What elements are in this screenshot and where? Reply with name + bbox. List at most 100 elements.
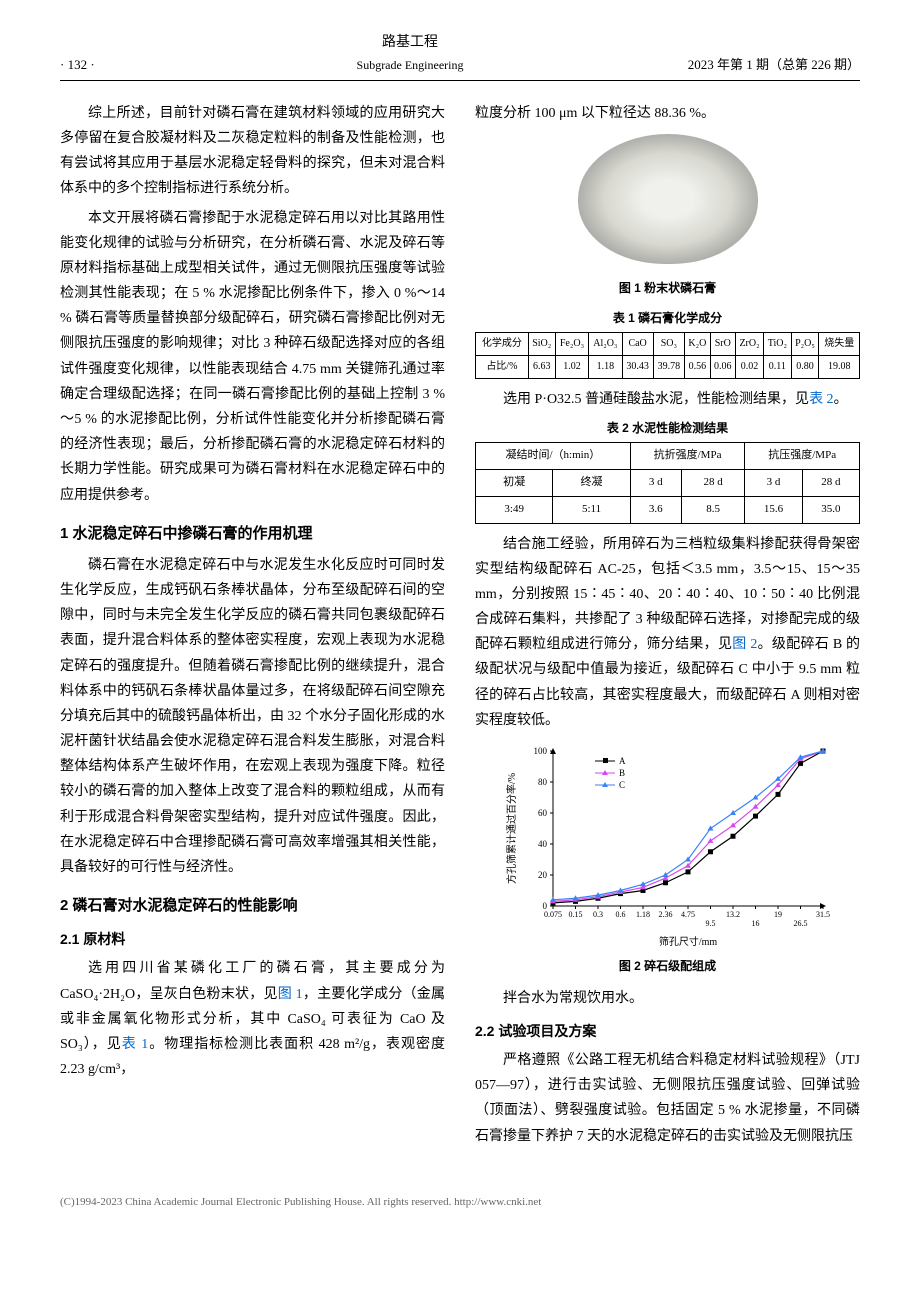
text-fragment: 。 [834,392,848,407]
table-cell: 0.06 [710,356,735,379]
section-2-title: 2 磷石膏对水泥稳定碎石的性能影响 [60,892,445,919]
svg-text:20: 20 [538,870,548,880]
svg-text:C: C [619,780,625,790]
table-cell: 3:49 [476,496,553,523]
section-1-title: 1 水泥稳定碎石中掺磷石膏的作用机理 [60,520,445,547]
svg-text:2.36: 2.36 [658,910,672,919]
issue-info: 2023 年第 1 期（总第 226 期） [660,53,860,76]
svg-text:0.6: 0.6 [615,910,625,919]
table-cell: 39.78 [653,356,684,379]
table-cell: 30.43 [622,356,653,379]
table-cell: CaO [622,333,653,356]
table-cell: SrO [710,333,735,356]
table-cell: 烧失量 [819,333,860,356]
table-cell: 3 d [745,469,802,496]
main-content: 综上所述，目前针对磷石膏在建筑材料领域的应用研究大多停留在复合胶凝材料及二灰稳定… [60,101,860,1153]
table-row: 占比/%6.631.021.1830.4339.780.560.060.020.… [476,356,860,379]
table-1-caption: 表 1 磷石膏化学成分 [475,308,860,330]
table-cell: Al₂O₃ [589,333,622,356]
table-cell: 8.5 [681,496,745,523]
table-cell: SO₃ [653,333,684,356]
fig2-caption: 图 2 碎石级配组成 [475,956,860,978]
svg-text:26.5: 26.5 [793,919,807,928]
page-header: · 132 · 路基工程 Subgrade Engineering 2023 年… [60,30,860,81]
svg-text:B: B [619,768,625,778]
svg-text:筛孔尺寸/mm: 筛孔尺寸/mm [658,935,717,948]
fig1-caption: 图 1 粉末状磷石膏 [475,278,860,300]
section-2-1-title: 2.1 原材料 [60,927,445,952]
intro-p2: 本文开展将磷石膏掺配于水泥稳定碎石用以对比其路用性能变化规律的试验与分析研究，在… [60,206,445,508]
table-cell: 3.6 [630,496,681,523]
table-cell: 占比/% [476,356,529,379]
svg-text:1.18: 1.18 [636,910,650,919]
figure-1: 图 1 粉末状磷石膏 [475,134,860,300]
table-cell: 0.80 [791,356,819,379]
tbl1-link[interactable]: 表 1 [122,1037,148,1052]
table-cell: 初凝 [476,469,553,496]
table-cell: TiO₂ [764,333,791,356]
section-2-2-title: 2.2 试验项目及方案 [475,1019,860,1044]
svg-text:19: 19 [774,910,782,919]
fig1-image [578,134,758,264]
fig2-link[interactable]: 图 2 [732,637,757,652]
svg-text:9.5: 9.5 [705,919,715,928]
table-2-caption: 表 2 水泥性能检测结果 [475,418,860,440]
svg-text:31.5: 31.5 [816,910,830,919]
figure-2: 0204060801000.0750.150.30.61.182.364.759… [475,741,860,978]
section-1-p1: 磷石膏在水泥稳定碎石中与水泥发生水化反应时可同时发生化学反应，生成钙矾石条棒状晶… [60,553,445,880]
granularity-text: 粒度分析 100 μm 以下粒径达 88.36 %。 [475,101,860,126]
svg-text:80: 80 [538,777,548,787]
tbl2-link[interactable]: 表 2 [809,392,834,407]
table-row: 化学成分SiO₂Fe₂O₃Al₂O₃CaOSO₃K₂OSrOZrO₂TiO₂P₂… [476,333,860,356]
table-cell: 终凝 [553,469,630,496]
svg-text:16: 16 [751,919,759,928]
table-row: 凝结时间/（h:min） 抗折强度/MPa 抗压强度/MPa [476,443,860,470]
table-cell: 3 d [630,469,681,496]
table-cell: 1.18 [589,356,622,379]
table-cell: 15.6 [745,496,802,523]
table-cell: Fe₂O₃ [555,333,588,356]
svg-text:4.75: 4.75 [681,910,695,919]
table-row: 3:495:113.68.515.635.0 [476,496,860,523]
table-cell: 抗折强度/MPa [630,443,745,470]
page-footer: (C)1994-2023 China Academic Journal Elec… [60,1193,860,1213]
page-number: · 132 · [60,53,160,76]
cement-text: 选用 P·O32.5 普通硅酸盐水泥，性能检测结果，见表 2。 [475,387,860,412]
aggregate-text: 结合施工经验，所用碎石为三档粒级集料掺配获得骨架密实型结构级配碎石 AC-25，… [475,532,860,734]
svg-text:方孔筛累计通过百分率/%: 方孔筛累计通过百分率/% [505,773,518,884]
svg-text:0.075: 0.075 [544,910,562,919]
table-1: 化学成分SiO₂Fe₂O₃Al₂O₃CaOSO₃K₂OSrOZrO₂TiO₂P₂… [475,332,860,379]
table-cell: 19.08 [819,356,860,379]
table-cell: 1.02 [555,356,588,379]
table-cell: 0.11 [764,356,791,379]
table-cell: 抗压强度/MPa [745,443,860,470]
text-fragment: 选用 P·O32.5 普通硅酸盐水泥，性能检测结果，见 [503,392,809,407]
table-cell: 凝结时间/（h:min） [476,443,631,470]
table-cell: 5:11 [553,496,630,523]
left-column: 综上所述，目前针对磷石膏在建筑材料领域的应用研究大多停留在复合胶凝材料及二灰稳定… [60,101,445,1153]
table-cell: 28 d [681,469,745,496]
intro-p1: 综上所述，目前针对磷石膏在建筑材料领域的应用研究大多停留在复合胶凝材料及二灰稳定… [60,101,445,202]
water-text: 拌合水为常规饮用水。 [475,986,860,1011]
fig1-link[interactable]: 图 1 [278,987,303,1002]
table-cell: SiO₂ [528,333,555,356]
journal-title: 路基工程 Subgrade Engineering [160,30,660,77]
table-cell: ZrO₂ [735,333,763,356]
chart-svg: 0204060801000.0750.150.30.61.182.364.759… [503,741,833,951]
svg-text:40: 40 [538,839,548,849]
journal-title-en: Subgrade Engineering [160,55,660,77]
text-fragment: 结合施工经验，所用碎石为三档粒级集料掺配获得骨架密实型结构级配碎石 AC-25，… [475,537,860,653]
svg-text:0.15: 0.15 [568,910,582,919]
journal-title-cn: 路基工程 [160,30,660,55]
section-2-2-p1: 严格遵照《公路工程无机结合料稳定材料试验规程》（JTJ 057—97），进行击实… [475,1048,860,1149]
svg-text:A: A [619,756,626,766]
table-cell: K₂O [685,333,711,356]
svg-text:60: 60 [538,808,548,818]
table-2: 凝结时间/（h:min） 抗折强度/MPa 抗压强度/MPa 初凝终凝3 d28… [475,442,860,523]
svg-text:13.2: 13.2 [726,910,740,919]
table-cell: 化学成分 [476,333,529,356]
table-row: 初凝终凝3 d28 d3 d28 d [476,469,860,496]
table-cell: P₂O₅ [791,333,819,356]
section-2-1-p1: 选用四川省某磷化工厂的磷石膏，其主要成分为 CaSO₄·2H₂O，呈灰白色粉末状… [60,956,445,1082]
svg-text:0.3: 0.3 [593,910,603,919]
